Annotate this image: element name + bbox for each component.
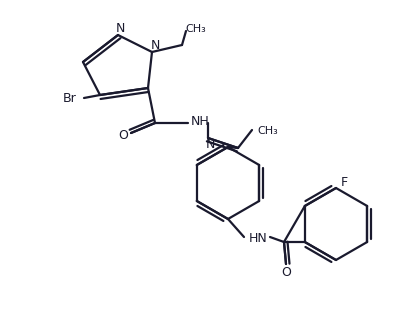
Text: O: O [118,129,128,141]
Text: CH₃: CH₃ [185,24,206,34]
Text: N: N [150,38,159,51]
Text: NH: NH [190,114,209,128]
Text: N: N [115,22,124,35]
Text: HN: HN [248,233,267,245]
Text: O: O [280,266,290,279]
Text: N: N [205,138,214,151]
Text: F: F [340,175,347,189]
Text: CH₃: CH₃ [257,126,278,136]
Text: Br: Br [63,91,77,105]
